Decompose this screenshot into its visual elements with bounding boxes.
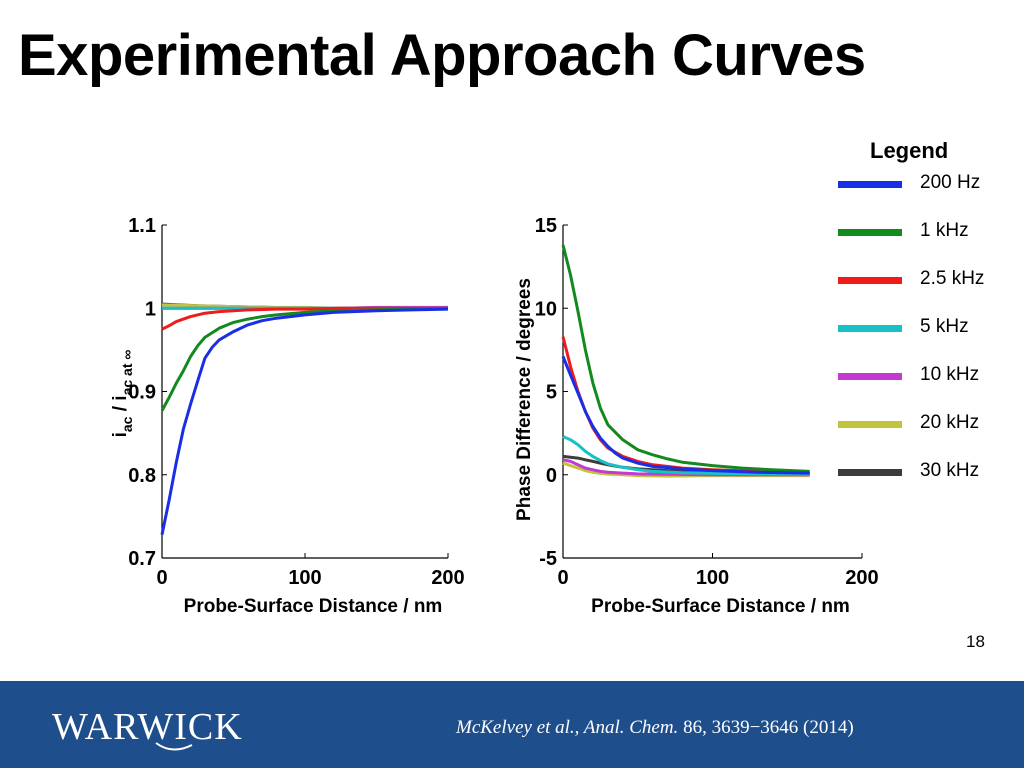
citation-journal: Anal. Chem. (583, 717, 679, 738)
legend-label: 2.5 kHz (920, 268, 985, 289)
legend-label: 30 kHz (920, 460, 980, 481)
legend-swatch (838, 373, 902, 380)
logo-text: WARWICK (52, 706, 243, 748)
x-tick-label: 0 (156, 567, 167, 589)
y-tick-label: 0.8 (128, 465, 156, 487)
legend-item: 5 kHz (830, 314, 1020, 344)
series-line (562, 435, 810, 476)
y-tick-label: 5 (546, 382, 557, 404)
x-axis-label: Probe-Surface Distance / nm (184, 596, 443, 617)
x-tick-label: 0 (557, 567, 568, 589)
legend-label: 10 kHz (920, 364, 980, 385)
legend-title: Legend (870, 138, 949, 163)
y-tick-label: 0 (546, 465, 557, 487)
legend-item: 1 kHz (830, 218, 1020, 248)
legend-label: 5 kHz (920, 316, 969, 337)
y-tick-label: 1.1 (128, 215, 156, 237)
legend-label: 1 kHz (920, 220, 969, 241)
legend-swatch (838, 181, 902, 188)
x-tick-label: 100 (288, 567, 321, 589)
y-tick-label: -5 (539, 548, 557, 570)
citation: McKelvey et al., Anal. Chem. 86, 3639−36… (456, 715, 926, 740)
series-line (161, 306, 448, 331)
citation-authors: McKelvey et al., (456, 717, 584, 738)
y-tick-label: 0.7 (128, 548, 156, 570)
y-axis-label: iac / iac at ∞ (110, 350, 135, 438)
warwick-logo: WARWICK (52, 703, 292, 760)
legend-item: 10 kHz (830, 362, 1020, 392)
warwick-logo-mark: WARWICK (52, 706, 243, 751)
citation-details: 86, 3639−3646 (2014) (678, 717, 854, 738)
legend-item: 20 kHz (830, 410, 1020, 440)
y-tick-label: 10 (535, 298, 557, 320)
x-tick-label: 100 (696, 567, 729, 589)
x-axis-label: Probe-Surface Distance / nm (591, 596, 850, 617)
y-tick-label: 1 (145, 298, 156, 320)
legend-swatch (838, 229, 902, 236)
legend-item: 2.5 kHz (830, 266, 1020, 296)
y-tick-label: 15 (535, 215, 557, 237)
legend-swatch (838, 469, 902, 476)
legend-item: 200 Hz (830, 170, 1020, 200)
y-tick-label: 0.9 (128, 382, 156, 404)
legend-swatch (838, 325, 902, 332)
legend-label: 20 kHz (920, 412, 980, 433)
slide-number: 18 (966, 632, 985, 651)
legend-swatch (838, 421, 902, 428)
legend-swatch (838, 277, 902, 284)
chart-current-ratio: 0.7 0.8 0.9 1 1.1 0 100 200 Probe-Surface Distan… (110, 215, 465, 617)
legend-label: 200 Hz (920, 172, 981, 193)
legend-item: 30 kHz (830, 458, 1020, 488)
series-line (561, 244, 810, 473)
slide-title: Experimental Approach Curves (18, 23, 866, 88)
x-tick-label: 200 (431, 567, 464, 589)
y-axis-label: Phase Difference / degrees (514, 278, 535, 521)
footer-bar: WARWICK McKelvey et al., Anal. Chem. 86,… (0, 681, 1024, 768)
x-tick-label: 200 (845, 567, 878, 589)
series-line (561, 355, 810, 475)
series-line (160, 307, 449, 536)
